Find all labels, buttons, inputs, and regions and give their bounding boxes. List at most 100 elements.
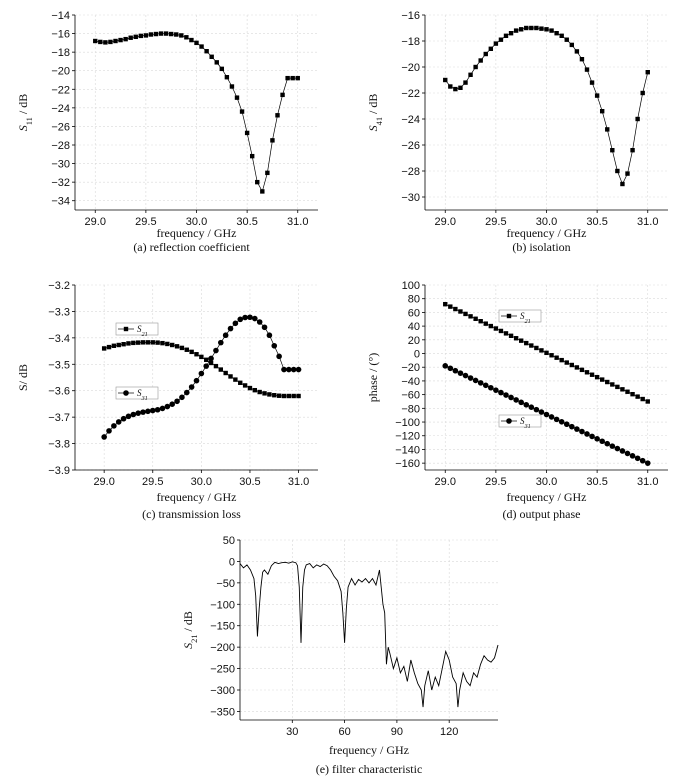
data-point: [457, 370, 464, 376]
data-point: [448, 84, 453, 89]
y-tick-label: −120: [395, 431, 420, 443]
data-point: [169, 401, 175, 407]
y-tick-label: −28: [51, 140, 70, 152]
data-point: [518, 27, 524, 32]
data-point: [222, 332, 229, 339]
data-point: [493, 387, 499, 393]
data-point: [544, 350, 549, 356]
data-point: [174, 398, 180, 405]
data-point: [625, 389, 630, 394]
data-point: [295, 75, 300, 81]
y-tick-label: −3.4: [48, 333, 70, 345]
chart-e: −350 −300 −250 −200 −150 −100 −50 0 50 30 60 90 120 f…: [181, 535, 499, 776]
y-tick-label: 80: [408, 294, 420, 306]
x-tick-label: 30.5: [239, 476, 260, 488]
data-point: [635, 394, 640, 399]
data-point: [120, 415, 127, 422]
data-point: [610, 382, 615, 387]
data-point: [98, 39, 103, 45]
data-point: [635, 116, 640, 122]
y-tick-label: −18: [51, 47, 70, 59]
data-point: [493, 41, 499, 46]
data-point: [498, 389, 504, 396]
x-tick-label: 30.5: [586, 476, 607, 488]
data-point: [458, 309, 463, 314]
x-tick-label: 30.0: [536, 216, 557, 228]
y-tick-label: −30: [401, 192, 420, 204]
data-point: [140, 409, 146, 415]
data-point: [113, 38, 118, 44]
data-point: [463, 80, 468, 85]
x-tick-label: 29.0: [435, 216, 456, 228]
data-point: [503, 331, 509, 336]
data-point: [281, 366, 287, 373]
data-point: [508, 394, 514, 401]
data-point: [543, 411, 550, 418]
data-point: [630, 148, 635, 153]
data-point: [252, 315, 258, 322]
data-point: [163, 31, 169, 36]
data-point: [614, 445, 621, 452]
data-point: [579, 367, 585, 373]
data-point: [270, 138, 275, 143]
legend-entry-S21: S21: [498, 309, 542, 325]
data-point: [135, 340, 141, 345]
x-tick-label: 30: [286, 726, 298, 738]
data-point: [473, 64, 478, 70]
data-point: [145, 408, 151, 415]
data-point: [218, 367, 223, 372]
data-point: [569, 423, 575, 430]
legend-marker: [123, 390, 129, 396]
data-point: [644, 460, 651, 466]
data-point: [179, 394, 185, 401]
data-point: [188, 384, 195, 390]
data-point: [533, 406, 540, 413]
y-tick-label: −3.5: [48, 359, 70, 371]
x-axis-label: frequency / GHz: [329, 743, 409, 757]
data-point: [242, 383, 248, 388]
data-point: [219, 66, 225, 72]
y-tick-label: −40: [401, 376, 420, 388]
data-point: [108, 39, 113, 45]
data-point: [447, 365, 454, 372]
data-point: [204, 357, 209, 362]
y-tick-label: −22: [401, 88, 420, 100]
data-point: [640, 90, 645, 96]
legend-marker: [123, 326, 129, 332]
y-axis-label: S11 / dB: [16, 94, 34, 131]
data-point: [448, 304, 453, 309]
legend-entry-S31: S31: [498, 414, 542, 430]
data-point: [295, 366, 302, 373]
data-point: [115, 419, 122, 425]
x-axis-label: frequency / GHz: [507, 226, 587, 240]
x-tick-label: 29.0: [93, 476, 114, 488]
data-point: [153, 31, 159, 37]
x-tick-label: 31.0: [288, 476, 309, 488]
data-point: [564, 360, 569, 365]
data-point: [159, 405, 166, 412]
data-point: [194, 352, 199, 357]
data-point: [534, 345, 539, 351]
data-point: [518, 399, 524, 406]
y-tick-label: 40: [408, 321, 420, 333]
data-point: [290, 75, 295, 81]
data-point: [150, 340, 155, 345]
data-point: [213, 363, 219, 369]
data-point: [160, 340, 165, 346]
data-point: [125, 413, 132, 420]
data-point: [123, 36, 128, 42]
y-tick-label: −140: [395, 444, 420, 456]
y-tick-label: −3.7: [48, 412, 70, 424]
data-point: [271, 342, 278, 349]
data-point: [610, 148, 615, 153]
data-point: [199, 44, 204, 49]
data-point: [452, 367, 459, 374]
data-point: [154, 406, 161, 413]
y-tick-label: −100: [395, 417, 420, 429]
x-tick-label: 30.0: [536, 476, 557, 488]
data-point: [179, 345, 185, 351]
y-tick-label: 0: [414, 349, 420, 361]
data-point: [121, 342, 126, 347]
data-point: [208, 355, 214, 362]
